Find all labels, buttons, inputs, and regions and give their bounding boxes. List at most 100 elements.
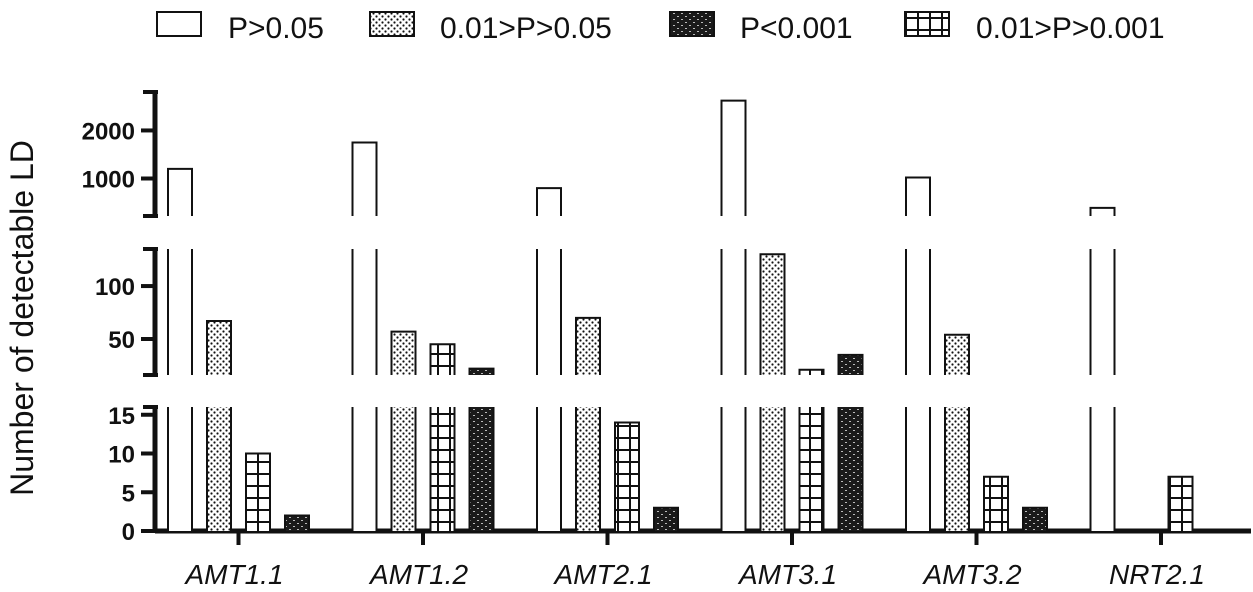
bar-AMT2.1-P<0.001 bbox=[654, 507, 678, 531]
legend-label: P>0.05 bbox=[228, 12, 324, 45]
bar-outline bbox=[429, 407, 456, 531]
bar-outline bbox=[905, 407, 931, 531]
bar-outline bbox=[944, 333, 970, 375]
bar-outline bbox=[905, 249, 931, 375]
bar-NRT2.1-P>0.05 bbox=[1090, 207, 1115, 216]
bar-outline bbox=[944, 407, 970, 531]
bar-outline bbox=[798, 368, 825, 375]
bar-AMT2.1-P>0.05 bbox=[537, 188, 561, 216]
legend-swatch bbox=[669, 11, 715, 37]
bar-outline bbox=[351, 407, 378, 531]
x-tick-label: NRT2.1 bbox=[1109, 559, 1205, 590]
y-tick-label: 5 bbox=[122, 480, 135, 507]
bar-outline bbox=[167, 167, 193, 216]
bar-outline bbox=[653, 506, 679, 531]
bar-outline bbox=[905, 176, 931, 216]
y-tick-label: 2000 bbox=[82, 118, 135, 145]
bar-AMT3.1-P<0.001 bbox=[838, 354, 863, 375]
x-tick-label: AMT2.1 bbox=[552, 559, 652, 590]
bar-outline bbox=[614, 421, 640, 531]
bar-outline bbox=[759, 253, 786, 375]
bar-AMT3.2-P>0.05 bbox=[906, 177, 930, 216]
bar-outline bbox=[536, 407, 562, 531]
y-tick-label: 1000 bbox=[82, 167, 135, 194]
x-tick-label: AMT3.2 bbox=[921, 559, 1021, 590]
bar-AMT1.1-0.01>P>0.05 bbox=[207, 321, 231, 375]
bar-AMT3.2-P>0.05 bbox=[906, 249, 930, 375]
bar-AMT1.2-P<0.001 bbox=[469, 368, 494, 375]
bar-outline bbox=[167, 407, 193, 531]
bar-outline bbox=[983, 475, 1009, 531]
bar-outline bbox=[206, 407, 232, 531]
bar-outline bbox=[720, 99, 747, 216]
bar-outline bbox=[245, 452, 271, 531]
legend-swatch bbox=[369, 11, 415, 37]
bar-AMT3.1-P>0.05 bbox=[721, 407, 746, 531]
bar-AMT1.2-0.01>P>0.05 bbox=[391, 331, 416, 375]
bar-outline bbox=[468, 367, 495, 375]
bar-outline bbox=[1089, 407, 1116, 531]
bar-AMT2.1-P>0.05 bbox=[537, 407, 561, 531]
x-tick-label: AMT1.1 bbox=[183, 559, 283, 590]
bar-AMT3.2-0.01>P>0.001 bbox=[984, 476, 1008, 531]
bar-AMT3.2-0.01>P>0.05 bbox=[945, 407, 969, 531]
bar-outline bbox=[837, 407, 864, 531]
bar-AMT2.1-0.01>P>0.001 bbox=[615, 422, 639, 531]
bar-AMT3.1-0.01>P>0.05 bbox=[760, 407, 785, 531]
bar-outline bbox=[575, 407, 601, 531]
bar-outline bbox=[351, 141, 378, 216]
bar-outline bbox=[1167, 475, 1194, 531]
legend-swatch bbox=[904, 11, 950, 37]
legend-label: 0.01>P>0.001 bbox=[976, 12, 1165, 45]
bar-AMT1.1-0.01>P>0.001 bbox=[246, 453, 270, 531]
y-axis-label: Number of detectable LD bbox=[4, 140, 40, 496]
legend: P>0.05 0.01>P>0.05 P<0.001 0.01>P>0.001 bbox=[156, 11, 1165, 45]
bar-AMT1.1-P>0.05 bbox=[168, 168, 192, 216]
bar-AMT3.1-P>0.05 bbox=[721, 249, 746, 375]
bar-outline bbox=[390, 407, 417, 531]
bar-AMT1.2-P>0.05 bbox=[352, 407, 377, 531]
bar-AMT1.2-P<0.001 bbox=[469, 407, 494, 531]
bar-AMT1.2-0.01>P>0.05 bbox=[391, 407, 416, 531]
bar-outline bbox=[167, 249, 193, 375]
plot-area: 0 5 10 15 50 100 1000 2000 AMT1.1 AMT1.2 AMT2.1 AMT… bbox=[82, 90, 1251, 590]
bar-AMT2.1-0.01>P>0.05 bbox=[576, 317, 600, 375]
y-tick-label: 100 bbox=[95, 274, 135, 301]
bar-outline bbox=[390, 330, 417, 375]
bar-AMT1.2-0.01>P>0.001 bbox=[430, 344, 455, 375]
bar-AMT1.2-P>0.05 bbox=[352, 249, 377, 375]
bar-outline bbox=[351, 249, 378, 375]
legend-swatch bbox=[156, 11, 202, 37]
bar-outline bbox=[429, 343, 456, 375]
bar-outline bbox=[575, 316, 601, 375]
bar-NRT2.1-P>0.05 bbox=[1090, 249, 1115, 375]
bar-AMT3.1-P>0.05 bbox=[721, 100, 746, 216]
bar-AMT3.2-P>0.05 bbox=[906, 407, 930, 531]
bar-outline bbox=[284, 514, 310, 531]
bar-AMT1.1-P>0.05 bbox=[168, 407, 192, 531]
legend-label: P<0.001 bbox=[740, 12, 853, 45]
bar-outline bbox=[536, 187, 562, 216]
bar-AMT1.1-P>0.05 bbox=[168, 249, 192, 375]
bar-AMT3.2-0.01>P>0.05 bbox=[945, 334, 969, 375]
bar-outline bbox=[837, 353, 864, 375]
bar-outline bbox=[1022, 506, 1048, 531]
bar-outline bbox=[536, 249, 562, 375]
bar-outline bbox=[1089, 206, 1116, 216]
legend-label: 0.01>P>0.05 bbox=[440, 12, 612, 45]
bar-outline bbox=[720, 249, 747, 375]
x-tick-label: AMT1.2 bbox=[368, 559, 468, 590]
y-tick-label: 15 bbox=[108, 403, 135, 430]
bar-AMT3.1-0.01>P>0.001 bbox=[799, 369, 824, 375]
bar-outline bbox=[206, 320, 232, 375]
bar-AMT1.1-0.01>P>0.05 bbox=[207, 407, 231, 531]
y-tick-label: 10 bbox=[108, 442, 135, 469]
bar-outline bbox=[468, 407, 495, 531]
bar-AMT3.1-0.01>P>0.001 bbox=[799, 407, 824, 531]
bar-AMT1.2-P>0.05 bbox=[352, 142, 377, 216]
bar-NRT2.1-0.01>P>0.001 bbox=[1168, 476, 1193, 531]
x-tick-label: AMT3.1 bbox=[737, 559, 837, 590]
bar-AMT2.1-0.01>P>0.05 bbox=[576, 407, 600, 531]
bar-AMT3.2-P<0.001 bbox=[1023, 507, 1047, 531]
